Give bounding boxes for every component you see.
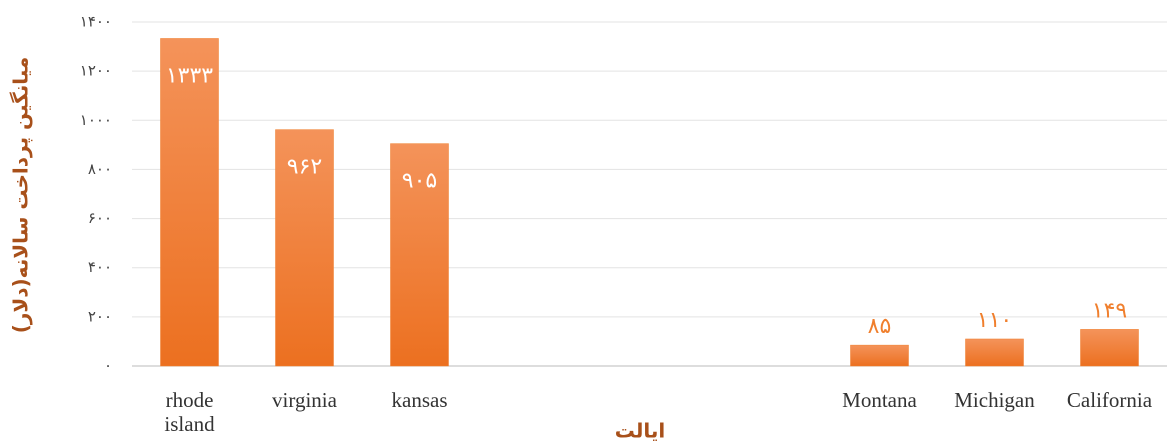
data-label: ۹۰۵: [402, 169, 437, 194]
x-tick-label: virginia: [272, 388, 337, 412]
data-label: ۱۳۳۳: [166, 63, 213, 88]
y-tick-label: ۴۰۰: [88, 258, 112, 276]
data-label: ۱۴۹: [1092, 298, 1127, 323]
y-tick-label: ۱۴۰۰: [80, 13, 112, 31]
x-tick-label: kansas: [391, 388, 448, 412]
bar: [390, 143, 449, 367]
bar: [850, 344, 909, 367]
y-tick-label: ۱۲۰۰: [80, 62, 112, 80]
x-tick-label: California: [1066, 388, 1153, 412]
y-axis-title: میانگین پرداخت سالانه(دلار): [9, 57, 34, 334]
y-tick-label: ۸۰۰: [88, 160, 112, 178]
bar: [275, 129, 334, 367]
data-label: ۱۱۰: [977, 308, 1012, 333]
x-tick-label: rhode island: [164, 388, 215, 436]
bar: [965, 338, 1024, 367]
y-tick-label: ۱۰۰۰: [80, 111, 112, 129]
data-label: ۹۶۲: [287, 155, 322, 180]
x-axis-title: ایالت: [615, 419, 666, 443]
bar: [160, 38, 219, 367]
y-tick-label: ۶۰۰: [88, 209, 112, 227]
x-tick-label: Michigan: [954, 388, 1035, 412]
y-tick-label: ۲۰۰: [88, 307, 112, 325]
y-tick-label: ۰: [104, 357, 112, 375]
x-tick-label: Montana: [842, 388, 917, 412]
bar: [1080, 329, 1139, 367]
data-label: ۸۵: [868, 314, 892, 339]
